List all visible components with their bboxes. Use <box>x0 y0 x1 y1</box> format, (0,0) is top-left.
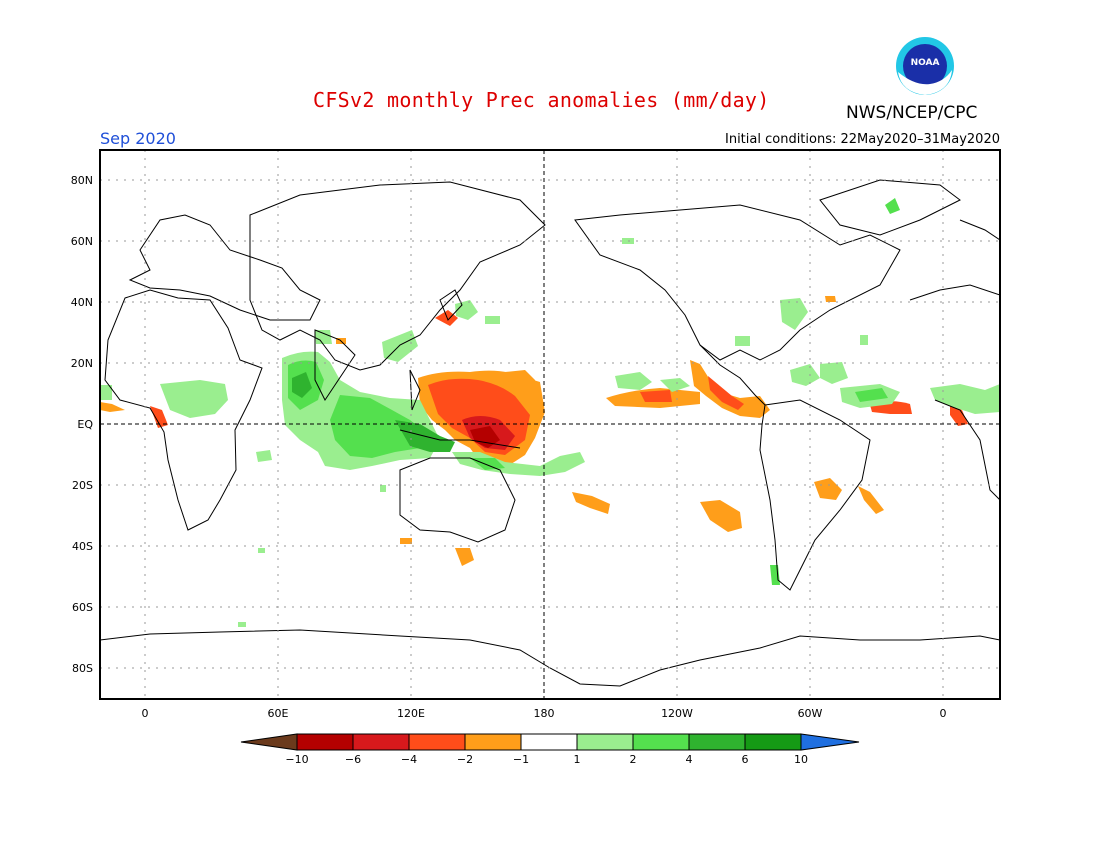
lat-label: 40S <box>72 540 93 553</box>
noaa-logo-text: NOAA <box>911 58 940 68</box>
lon-label: 60E <box>268 707 289 720</box>
lat-label: EQ <box>77 418 93 431</box>
colorbar-swatch <box>352 733 410 751</box>
lon-label: 120W <box>661 707 693 720</box>
colorbar-label: 6 <box>742 753 749 766</box>
colorbar-label: 2 <box>630 753 637 766</box>
lat-label: 60S <box>72 601 93 614</box>
colorbar: −10 −6 −4 −2 −1 1 2 4 6 10 <box>240 733 860 766</box>
lat-label: 40N <box>71 296 93 309</box>
lon-label: 180 <box>534 707 555 720</box>
colorbar-label: −4 <box>401 753 417 766</box>
colorbar-swatch <box>464 733 522 751</box>
lon-label: 120E <box>397 707 425 720</box>
anomaly-shading <box>100 198 1000 627</box>
lon-label: 0 <box>142 707 149 720</box>
lat-label: 20N <box>71 357 93 370</box>
colorbar-swatch <box>632 733 690 751</box>
colorbar-label: −2 <box>457 753 473 766</box>
colorbar-swatch <box>576 733 634 751</box>
colorbar-high-arrow <box>800 733 860 751</box>
forecast-month: Sep 2020 <box>100 129 176 148</box>
map-frame <box>99 149 1001 700</box>
noaa-logo: NOAA <box>896 37 954 95</box>
lat-label: 80N <box>71 174 93 187</box>
initial-conditions: Initial conditions: 22May2020–31May2020 <box>725 132 1000 147</box>
lon-label: 60W <box>798 707 823 720</box>
colorbar-swatch <box>408 733 466 751</box>
lat-label: 80S <box>72 662 93 675</box>
map-title: CFSv2 monthly Prec anomalies (mm/day) <box>313 88 770 112</box>
coastlines <box>100 179 1000 687</box>
colorbar-swatch <box>688 733 746 751</box>
colorbar-label: −6 <box>345 753 361 766</box>
lat-label: 20S <box>72 479 93 492</box>
agency-label: NWS/NCEP/CPC <box>846 103 978 123</box>
colorbar-label: 4 <box>686 753 693 766</box>
colorbar-swatch <box>520 733 578 751</box>
colorbar-label: 1 <box>574 753 581 766</box>
lon-label: 0 <box>940 707 947 720</box>
colorbar-label: −1 <box>513 753 529 766</box>
colorbar-swatch <box>296 733 354 751</box>
colorbar-label: −10 <box>285 753 308 766</box>
colorbar-swatch <box>744 733 802 751</box>
lon-axis: 0 60E 120E 180 120W 60W 0 <box>142 707 947 720</box>
reference-lines <box>100 150 1000 699</box>
colorbar-label: 10 <box>794 753 808 766</box>
lat-axis: 80N 60N 40N 20N EQ 20S 40S 60S 80S <box>71 174 94 675</box>
colorbar-low-arrow <box>240 733 298 751</box>
graticule <box>100 150 1000 699</box>
lat-label: 60N <box>71 235 93 248</box>
